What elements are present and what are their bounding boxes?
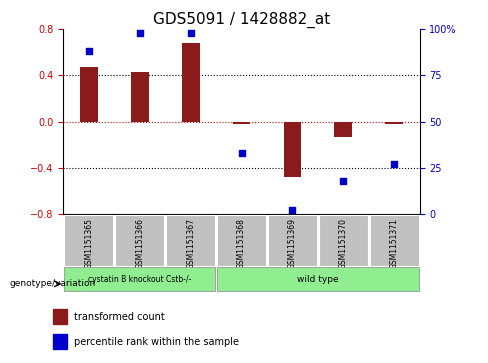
Bar — [53, 309, 67, 324]
Bar — [182, 43, 200, 122]
Text: percentile rank within the sample: percentile rank within the sample — [74, 337, 239, 347]
Bar — [334, 122, 352, 136]
Bar — [217, 268, 419, 291]
Point — [85, 48, 93, 54]
Title: GDS5091 / 1428882_at: GDS5091 / 1428882_at — [153, 12, 330, 28]
Text: cystatin B knockout Cstb-/-: cystatin B knockout Cstb-/- — [88, 275, 191, 284]
Text: genotype/variation: genotype/variation — [10, 280, 96, 288]
Bar — [64, 215, 113, 266]
Text: GSM1151366: GSM1151366 — [135, 219, 144, 269]
Text: GSM1151367: GSM1151367 — [186, 219, 195, 269]
Bar — [233, 122, 250, 124]
Bar — [217, 215, 266, 266]
Text: transformed count: transformed count — [74, 311, 164, 322]
Bar — [386, 122, 403, 124]
Bar — [319, 215, 368, 266]
Bar — [53, 334, 67, 349]
Bar — [370, 215, 419, 266]
Point — [238, 150, 245, 156]
Bar — [268, 215, 317, 266]
Text: GSM1151369: GSM1151369 — [288, 219, 297, 269]
Point — [390, 161, 398, 167]
Point — [187, 30, 195, 36]
Text: GSM1151368: GSM1151368 — [237, 219, 246, 269]
Bar — [115, 215, 164, 266]
Point — [340, 178, 347, 184]
Bar — [131, 72, 149, 122]
Text: GSM1151365: GSM1151365 — [84, 219, 93, 269]
Bar — [166, 215, 215, 266]
Text: GSM1151370: GSM1151370 — [339, 219, 348, 269]
Bar — [284, 122, 302, 177]
Point — [136, 30, 143, 36]
Text: wild type: wild type — [297, 275, 339, 284]
Bar — [64, 268, 215, 291]
Point — [288, 208, 296, 213]
Text: GSM1151371: GSM1151371 — [390, 219, 399, 269]
Bar — [80, 67, 98, 122]
